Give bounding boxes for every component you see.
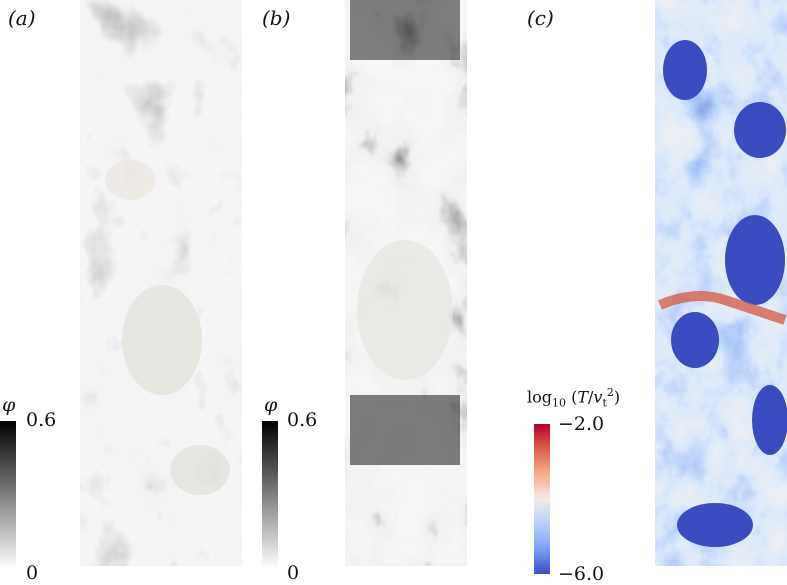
panel-label-a: (a) (8, 6, 36, 30)
colorbar-b-symbol: φ (264, 394, 278, 416)
temperature-field-panel-c (655, 0, 787, 566)
colorbar-a-max-label: 0.6 (26, 409, 57, 431)
phi-field-panel-a (80, 0, 242, 566)
colorbar-a-symbol: φ (2, 394, 16, 416)
colorbar-c-title: log10 (T/vt2) (527, 386, 621, 410)
colorbar-c-gradient (534, 424, 550, 574)
colorbar-c-min-label: −6.0 (558, 563, 605, 585)
phi-field-panel-b (345, 0, 467, 566)
colorbar-c-max-label: −2.0 (558, 413, 605, 435)
colorbar-a-gradient (0, 421, 16, 569)
panel-label-b: (b) (262, 6, 291, 30)
colorbar-b-max-label: 0.6 (287, 409, 318, 431)
colorbar-b-gradient (262, 421, 278, 569)
panel-label-c: (c) (527, 6, 554, 30)
colorbar-b-min-label: 0 (287, 562, 300, 584)
colorbar-a-min-label: 0 (26, 562, 39, 584)
